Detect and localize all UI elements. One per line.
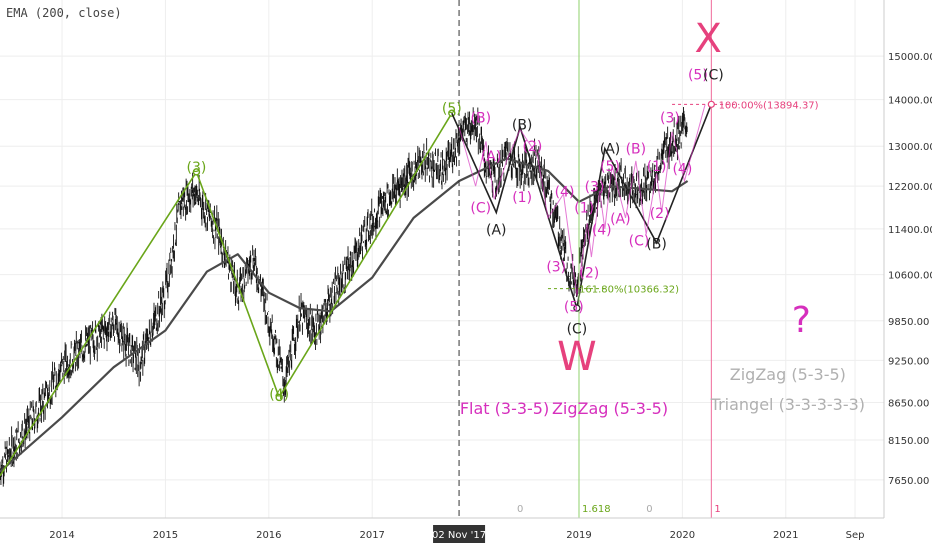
wave-label-28: (5) — [688, 68, 708, 84]
wave-label-3: (B) — [471, 110, 492, 126]
wave-green-node-0 — [192, 168, 201, 176]
x-tick-label-3: 2017 — [359, 530, 384, 541]
wave-black-low-node — [573, 304, 581, 312]
zero-label-2: 0 — [646, 504, 652, 515]
wave-label-26: (3) — [660, 110, 680, 126]
wave-label-4: (A) — [481, 149, 502, 165]
wave-label-8: (2) — [523, 139, 543, 155]
y-tick-label-3: 9250.00 — [888, 356, 929, 367]
pattern-flat: Flat (3-3-5) — [460, 399, 549, 418]
wave-magenta — [458, 104, 706, 296]
wave-label-24: (1) — [647, 159, 667, 175]
indicator-legend: EMA (200, close) — [6, 6, 122, 20]
wave-label-10: (3) — [546, 260, 566, 276]
big-w-label: W — [557, 334, 597, 380]
wave-label-17: (4) — [592, 222, 612, 238]
wave-label-25: (2) — [650, 206, 670, 222]
wave-label-27: (4) — [672, 161, 692, 177]
pattern-triangle: Triangel (3-3-3-3-3) — [710, 395, 865, 414]
wave-green — [0, 112, 453, 477]
wave-label-29: (C) — [703, 68, 724, 84]
pattern-zigzag-alt: ZigZag (5-3-5) — [730, 365, 846, 384]
x-tick-label-2: 2016 — [256, 530, 281, 541]
big-x-label: X — [695, 16, 722, 62]
x-tick-label-0: 2014 — [49, 530, 74, 541]
x-tick-label-4: 2019 — [566, 530, 591, 541]
y-tick-label-8: 13000.00 — [888, 142, 932, 153]
wave-label-22: (C) — [629, 234, 650, 250]
wave-label-11: (4) — [555, 185, 575, 201]
y-tick-label-0: 7650.00 — [888, 476, 929, 487]
wave-label-9: (1) — [512, 190, 532, 206]
y-tick-label-9: 14000.00 — [888, 96, 932, 107]
wave-label-6: (A) — [486, 222, 507, 238]
y-tick-label-1: 8150.00 — [888, 436, 929, 447]
wave-label-23: (B) — [646, 236, 667, 252]
y-tick-label-7: 12200.00 — [888, 182, 932, 193]
vline-pink-label: 1 — [714, 504, 720, 515]
y-tick-label-5: 10600.00 — [888, 271, 932, 282]
wave-label-15: (2) — [579, 266, 599, 282]
wave-green-node-1 — [275, 393, 283, 402]
x-tick-label-5: 2020 — [670, 530, 695, 541]
wave-label-19: (5) — [600, 159, 620, 175]
wave-label-7: (B) — [512, 117, 533, 133]
fib-top-node — [707, 100, 715, 108]
wave-label-5: (C) — [470, 200, 491, 216]
y-tick-label-10: 15000.00 — [888, 52, 932, 63]
wave-label-2: (5) — [442, 101, 462, 117]
zero-label-1: 0 — [517, 504, 523, 515]
wave-label-16: (3) — [585, 179, 605, 195]
wave-label-21: (A) — [610, 211, 631, 227]
fib-bottom-label: 161.80%(10366.32) — [579, 285, 679, 296]
x-tick-label-6: 2021 — [773, 530, 798, 541]
y-tick-label-4: 9850.00 — [888, 317, 929, 328]
wave-label-0: (3) — [187, 160, 207, 176]
x-tick-label-7: Sep — [846, 530, 865, 541]
wave-label-14: (1) — [574, 200, 594, 216]
wave-label-12: (5) — [564, 299, 584, 315]
x-tick-label-1: 2015 — [153, 530, 178, 541]
wave-label-1: (4) — [269, 387, 289, 403]
question-mark: ? — [792, 300, 811, 341]
cursor-tag-label: 02 Nov '17 — [432, 530, 486, 541]
wave-label-18: (A) — [600, 141, 621, 157]
wave-label-20: (B) — [626, 141, 647, 157]
vline-green-label: 1.618 — [582, 504, 611, 515]
cursor-tag-bg — [433, 525, 486, 543]
wave-label-13: (C) — [567, 322, 588, 338]
y-tick-label-6: 11400.00 — [888, 225, 932, 236]
fib-top-label: 100.00%(13894.37) — [719, 100, 819, 111]
y-tick-label-2: 8650.00 — [888, 399, 929, 410]
pattern-zigzag: ZigZag (5-3-5) — [552, 399, 668, 418]
